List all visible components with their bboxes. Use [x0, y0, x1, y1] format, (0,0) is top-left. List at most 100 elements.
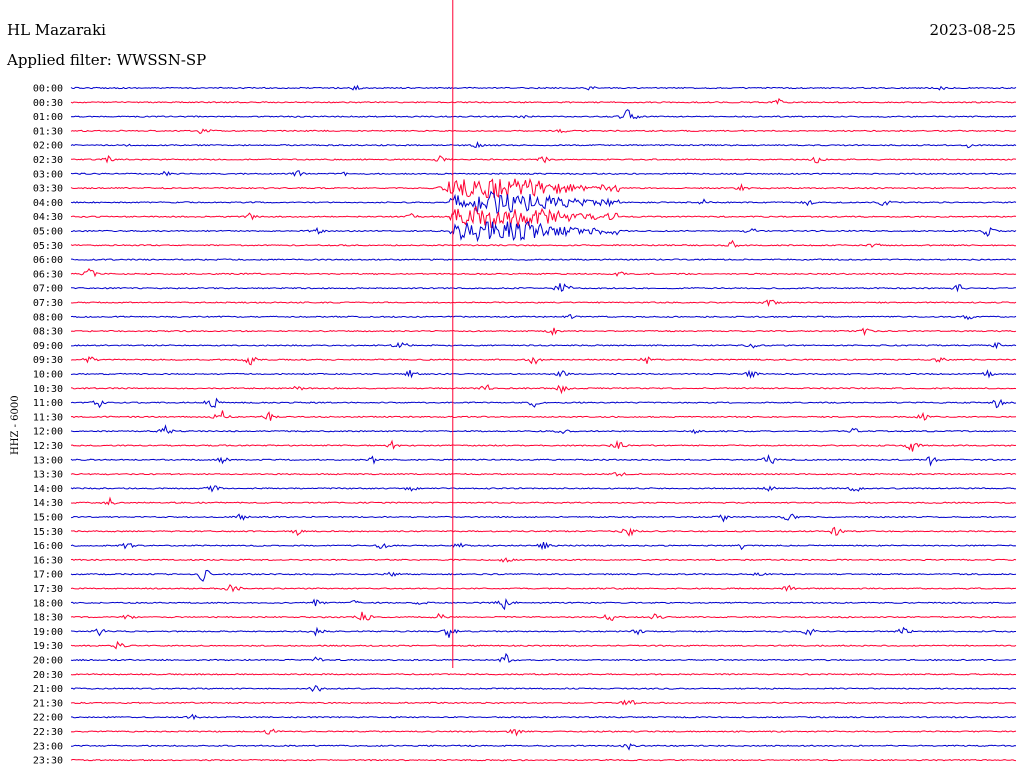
row-tick-label: 01:00	[33, 112, 63, 123]
trace-line	[70, 299, 1017, 308]
tick-label-group: 00:00 00:30 01:00 01:30 02:00 02:30 03:00 03:30…	[33, 84, 63, 767]
row-tick-label: 17:00	[33, 570, 63, 581]
trace-line	[70, 109, 1017, 120]
row-tick-label: 20:30	[33, 670, 63, 681]
row-tick-label: 07:30	[33, 298, 63, 309]
trace-line	[70, 758, 1017, 762]
row-tick-label: 00:30	[33, 98, 63, 109]
row-tick-label: 05:30	[33, 241, 63, 252]
row-tick-label: 10:30	[33, 384, 63, 395]
row-tick-label: 22:00	[33, 713, 63, 724]
row-tick-label: 10:00	[33, 370, 63, 381]
row-tick-label: 18:00	[33, 598, 63, 609]
trace-line	[70, 268, 1017, 278]
date-label: 2023-08-25	[929, 21, 1016, 39]
trace-line	[70, 496, 1017, 506]
row-tick-label: 07:00	[33, 284, 63, 295]
trace-line	[70, 128, 1017, 135]
trace-line	[70, 397, 1017, 409]
row-tick-label: 19:00	[33, 627, 63, 638]
row-tick-label: 21:30	[33, 698, 63, 709]
trace-line	[70, 611, 1017, 621]
row-tick-label: 06:00	[33, 255, 63, 266]
row-tick-label: 18:30	[33, 613, 63, 624]
trace-line	[70, 155, 1017, 164]
row-tick-label: 09:30	[33, 355, 63, 366]
trace-line	[70, 177, 1017, 199]
trace-line	[70, 313, 1017, 321]
row-tick-label: 01:30	[33, 126, 63, 137]
trace-line	[71, 341, 1017, 350]
row-tick-label: 08:30	[33, 327, 63, 338]
row-tick-label: 02:00	[33, 141, 63, 152]
row-tick-label: 05:00	[33, 227, 63, 238]
trace-group	[70, 0, 1017, 762]
row-tick-label: 13:00	[33, 455, 63, 466]
row-tick-label: 16:30	[33, 555, 63, 566]
trace-line	[70, 652, 1017, 663]
trace-line	[70, 424, 1017, 435]
trace-line	[70, 541, 1017, 551]
row-tick-label: 12:00	[33, 427, 63, 438]
row-tick-label: 09:00	[33, 341, 63, 352]
row-tick-label: 21:00	[33, 684, 63, 695]
row-tick-label: 08:00	[33, 312, 63, 323]
trace-line	[70, 569, 1017, 582]
trace-line	[70, 685, 1017, 692]
trace-line	[70, 640, 1017, 650]
trace-line	[70, 699, 1017, 706]
trace-line	[70, 369, 1017, 379]
trace-line	[70, 170, 1017, 177]
row-tick-label: 19:30	[33, 641, 63, 652]
trace-line	[70, 84, 1017, 91]
row-tick-label: 00:00	[33, 84, 63, 95]
row-tick-label: 03:30	[33, 184, 63, 195]
trace-line	[71, 743, 1017, 751]
trace-line	[70, 141, 1017, 149]
row-tick-label: 23:00	[33, 741, 63, 752]
row-tick-label: 14:30	[33, 498, 63, 509]
row-tick-label: 06:30	[33, 269, 63, 280]
row-tick-label: 15:00	[33, 513, 63, 524]
row-tick-label: 15:30	[33, 527, 63, 538]
row-tick-label: 02:30	[33, 155, 63, 166]
trace-line	[70, 526, 1017, 537]
row-tick-label: 23:30	[33, 756, 63, 767]
row-tick-label: 14:00	[33, 484, 63, 495]
trace-line	[70, 713, 1017, 721]
trace-line	[70, 439, 1017, 452]
trace-line	[70, 728, 1017, 737]
trace-line	[71, 258, 1017, 261]
trace-line	[70, 190, 1017, 214]
row-tick-label: 13:30	[33, 470, 63, 481]
row-tick-label: 11:30	[33, 412, 63, 423]
trace-line	[70, 485, 1017, 493]
row-tick-label: 03:00	[33, 169, 63, 180]
trace-line	[70, 327, 1017, 337]
trace-line	[70, 626, 1016, 638]
trace-line	[70, 584, 1017, 593]
trace-line	[70, 384, 1017, 395]
row-tick-label: 16:00	[33, 541, 63, 552]
row-tick-label: 11:00	[33, 398, 63, 409]
row-tick-label: 04:00	[33, 198, 63, 209]
trace-line	[70, 598, 1017, 611]
trace-line	[70, 239, 1017, 248]
trace-line	[70, 97, 1017, 105]
trace-line	[70, 221, 1017, 243]
row-tick-label: 20:00	[33, 656, 63, 667]
trace-line	[70, 673, 1017, 676]
row-tick-label: 17:30	[33, 584, 63, 595]
trace-line	[70, 410, 1017, 421]
trace-line	[70, 513, 1017, 523]
row-tick-label: 22:30	[33, 727, 63, 738]
trace-line	[70, 283, 1017, 293]
trace-line	[70, 356, 1017, 366]
row-tick-label: 12:30	[33, 441, 63, 452]
station-title: HL Mazaraki	[7, 21, 106, 39]
trace-line	[70, 454, 1017, 467]
trace-line	[70, 205, 1017, 229]
trace-line	[70, 472, 1017, 477]
filter-label: Applied filter: WWSSN-SP	[7, 51, 207, 69]
